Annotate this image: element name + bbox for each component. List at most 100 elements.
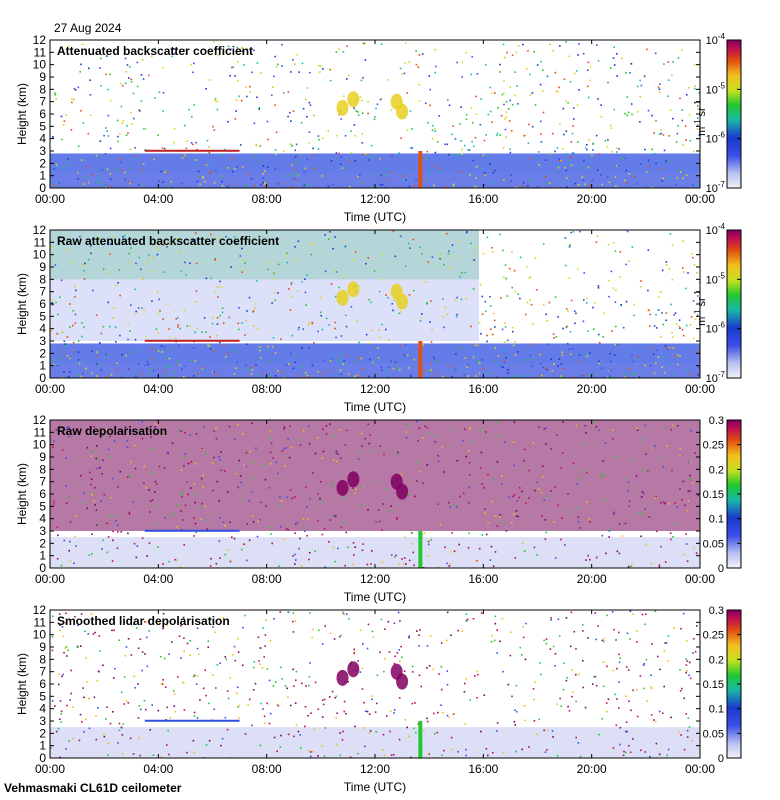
data-speckle bbox=[651, 643, 653, 645]
data-speckle bbox=[645, 171, 648, 173]
data-speckle bbox=[586, 351, 589, 354]
data-speckle bbox=[597, 287, 600, 289]
data-speckle bbox=[134, 288, 137, 291]
data-speckle bbox=[373, 270, 376, 272]
data-speckle bbox=[128, 252, 131, 255]
data-speckle bbox=[427, 121, 429, 124]
data-speckle bbox=[114, 667, 116, 670]
data-speckle bbox=[259, 518, 261, 521]
x-tick-label: 00:00 bbox=[685, 572, 715, 586]
data-speckle bbox=[95, 457, 97, 460]
data-speckle bbox=[569, 244, 571, 246]
data-speckle bbox=[589, 65, 592, 68]
data-speckle bbox=[119, 294, 121, 297]
data-speckle bbox=[164, 657, 166, 660]
data-speckle bbox=[481, 359, 484, 361]
data-speckle bbox=[572, 125, 574, 127]
data-speckle bbox=[407, 242, 410, 245]
data-speckle bbox=[491, 121, 493, 123]
data-speckle bbox=[138, 47, 140, 50]
data-speckle bbox=[314, 243, 316, 245]
data-speckle bbox=[50, 329, 53, 332]
data-speckle bbox=[302, 328, 305, 330]
data-speckle bbox=[681, 109, 683, 111]
data-speckle bbox=[688, 86, 690, 89]
cloud-feature bbox=[396, 483, 409, 500]
boundary-layer bbox=[50, 727, 700, 758]
data-speckle bbox=[158, 247, 160, 250]
data-speckle bbox=[168, 560, 170, 563]
data-speckle bbox=[267, 345, 270, 348]
data-speckle bbox=[186, 642, 189, 645]
data-speckle bbox=[405, 179, 407, 181]
data-speckle bbox=[508, 496, 510, 499]
y-tick-label: 2 bbox=[39, 346, 46, 360]
data-speckle bbox=[504, 350, 506, 353]
data-speckle bbox=[317, 135, 320, 137]
data-speckle bbox=[485, 134, 487, 136]
data-speckle bbox=[493, 182, 495, 184]
data-speckle bbox=[498, 71, 501, 73]
data-speckle bbox=[73, 98, 75, 101]
data-speckle bbox=[447, 487, 449, 489]
data-speckle bbox=[235, 472, 238, 475]
data-speckle bbox=[451, 748, 453, 751]
data-speckle bbox=[382, 749, 384, 751]
data-speckle bbox=[114, 427, 116, 429]
data-speckle bbox=[72, 324, 74, 327]
data-speckle bbox=[429, 635, 432, 637]
data-speckle bbox=[593, 328, 595, 330]
data-speckle bbox=[453, 713, 455, 715]
data-speckle bbox=[680, 734, 682, 736]
data-speckle bbox=[417, 66, 420, 68]
data-speckle bbox=[266, 120, 269, 123]
data-speckle bbox=[352, 259, 354, 262]
data-speckle bbox=[205, 744, 208, 746]
data-speckle bbox=[381, 323, 383, 326]
data-speckle bbox=[219, 280, 221, 283]
data-speckle bbox=[554, 653, 557, 655]
data-speckle bbox=[74, 313, 77, 316]
data-speckle bbox=[480, 612, 483, 614]
data-speckle bbox=[218, 540, 221, 542]
data-speckle bbox=[613, 64, 616, 66]
data-speckle bbox=[231, 66, 233, 69]
data-speckle bbox=[679, 488, 681, 490]
data-speckle bbox=[546, 749, 548, 751]
data-speckle bbox=[428, 665, 431, 667]
data-speckle bbox=[387, 620, 390, 623]
data-speckle bbox=[142, 278, 144, 280]
data-speckle bbox=[417, 439, 419, 442]
data-speckle bbox=[162, 612, 165, 615]
y-axis-label: Height (km) bbox=[15, 463, 29, 525]
data-speckle bbox=[317, 708, 320, 711]
data-speckle bbox=[317, 755, 319, 757]
data-speckle bbox=[128, 77, 130, 79]
data-speckle bbox=[218, 500, 220, 502]
data-speckle bbox=[421, 53, 424, 55]
data-speckle bbox=[608, 279, 610, 282]
data-speckle bbox=[92, 289, 94, 292]
data-speckle bbox=[503, 80, 505, 82]
data-speckle bbox=[458, 240, 460, 242]
data-speckle bbox=[110, 99, 112, 102]
data-speckle bbox=[109, 147, 112, 150]
data-speckle bbox=[121, 734, 124, 736]
data-speckle bbox=[380, 366, 383, 369]
data-speckle bbox=[334, 697, 336, 699]
data-speckle bbox=[665, 319, 667, 322]
data-speckle bbox=[371, 450, 374, 452]
data-speckle bbox=[424, 102, 427, 104]
data-speckle bbox=[439, 167, 442, 170]
data-speckle bbox=[507, 369, 509, 371]
data-speckle bbox=[379, 98, 382, 101]
data-speckle bbox=[77, 359, 80, 361]
data-speckle bbox=[164, 171, 166, 174]
data-speckle bbox=[608, 530, 611, 532]
data-speckle bbox=[433, 732, 436, 735]
data-speckle bbox=[616, 151, 618, 153]
data-speckle bbox=[665, 427, 667, 429]
data-speckle bbox=[681, 119, 684, 122]
data-speckle bbox=[69, 699, 71, 701]
data-speckle bbox=[685, 174, 688, 177]
